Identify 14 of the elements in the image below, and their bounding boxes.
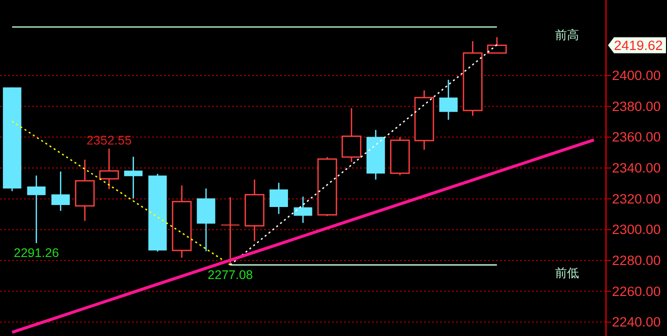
annotation: 2291.26	[14, 246, 59, 260]
y-tick-label: 2260.00	[612, 284, 661, 299]
y-tick-label: 2380.00	[612, 98, 661, 114]
y-tick-label: 2400.00	[612, 68, 661, 84]
y-tick-label: 2320.00	[612, 191, 661, 206]
annotation: 2277.08	[208, 268, 253, 282]
y-tick-label: 2280.00	[612, 252, 661, 268]
y-tick-label: 2340.00	[612, 160, 661, 176]
text: 前高	[554, 28, 579, 42]
text: 前低	[554, 266, 579, 280]
y-tick-label: 2360.00	[612, 130, 661, 145]
annotation: 2352.55	[86, 134, 132, 148]
y-tick-label: 2240.00	[612, 314, 661, 330]
y-tick-label: 2300.00	[612, 222, 661, 238]
